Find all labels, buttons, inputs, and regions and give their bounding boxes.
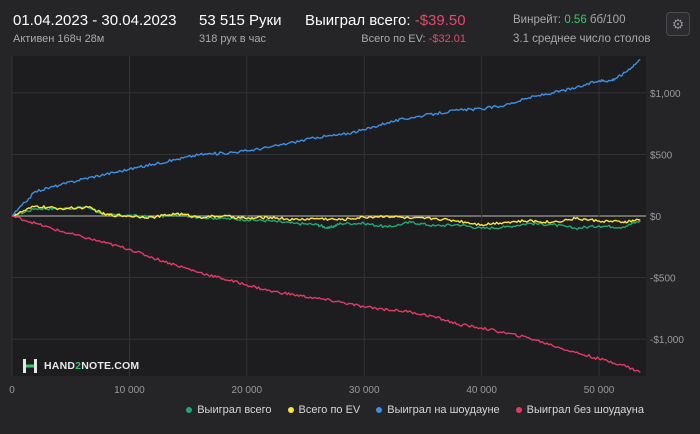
settings-button[interactable]: ⚙ (666, 12, 690, 36)
x-tick-label: 30 000 (349, 385, 380, 396)
legend-dot (186, 407, 193, 413)
x-tick-label: 20 000 (232, 385, 263, 396)
hands-per-hour: 318 рук в час (199, 33, 267, 45)
date-range: 01.04.2023 - 30.04.2023 (13, 12, 177, 29)
winrate-unit: бб/100 (589, 14, 626, 26)
ev-value: -$32.01 (428, 33, 466, 45)
active-time: Активен 168ч 28м (13, 33, 105, 45)
winrate-label: Винрейт: (513, 14, 562, 26)
x-axis: 0 10 000 20 000 30 000 40 000 50 000 (9, 385, 615, 396)
avg-tables: 3.1 среднее число столов (513, 33, 651, 45)
x-tick-label: 0 (9, 385, 15, 396)
y-tick-label: -$500 (650, 274, 676, 285)
legend: Выиграл всего Всего по EV Выиграл на шоу… (186, 404, 644, 416)
legend-label: Выиграл без шоудауна (526, 404, 644, 416)
y-tick-label: -$1,000 (650, 335, 684, 346)
legend-label: Всего по EV (298, 404, 361, 416)
legend-dot (287, 407, 294, 413)
winrate-value: 0.56 (564, 14, 587, 26)
gear-icon: ⚙ (671, 15, 685, 32)
summary-header: 01.04.2023 - 30.04.2023 Активен 168ч 28м… (0, 0, 700, 56)
grid (11, 56, 646, 376)
hand2note-logo: HAND2NOTE.COM (22, 358, 139, 374)
logo-text: HAND2NOTE.COM (44, 360, 140, 372)
y-tick-label: $0 (650, 212, 662, 223)
winrate-summary: Винрейт: 0.56 бб/100 (513, 14, 625, 26)
series-line-non-showdown[interactable] (11, 215, 641, 373)
legend-label: Выиграл на шоудауне (387, 404, 500, 416)
legend-dot (376, 407, 383, 413)
y-tick-label: $500 (650, 150, 673, 161)
y-axis: $1,000 $500 $0 -$500 -$1,000 (650, 89, 684, 346)
won-total-label: Выиграл всего: (305, 12, 411, 29)
hand2note-logo-icon (22, 358, 38, 374)
won-total-summary: Выиграл всего: -$39.50 (305, 12, 466, 29)
x-tick-label: 40 000 (466, 385, 497, 396)
hands-count: 53 515 Руки (199, 12, 282, 29)
ev-summary: Всего по EV: -$32.01 (361, 33, 466, 45)
legend-item-ev[interactable]: Всего по EV (287, 404, 361, 416)
legend-item-showdown[interactable]: Выиграл на шоудауне (376, 404, 500, 416)
series-line-showdown[interactable] (11, 59, 641, 217)
x-tick-label: 50 000 (584, 385, 615, 396)
legend-item-non-showdown[interactable]: Выиграл без шоудауна (515, 404, 644, 416)
legend-label: Выиграл всего (197, 404, 272, 416)
series-line-ev[interactable] (11, 205, 641, 227)
won-total-value: -$39.50 (414, 12, 466, 29)
x-tick-label: 10 000 (114, 385, 145, 396)
y-tick-label: $1,000 (650, 89, 681, 100)
series-lines[interactable] (11, 59, 641, 373)
ev-label: Всего по EV: (361, 33, 426, 45)
chart: $1,000 $500 $0 -$500 -$1,000 0 10 000 20 000 30… (9, 56, 684, 396)
legend-item-won-total[interactable]: Выиграл всего (186, 404, 272, 416)
legend-dot (515, 407, 522, 413)
